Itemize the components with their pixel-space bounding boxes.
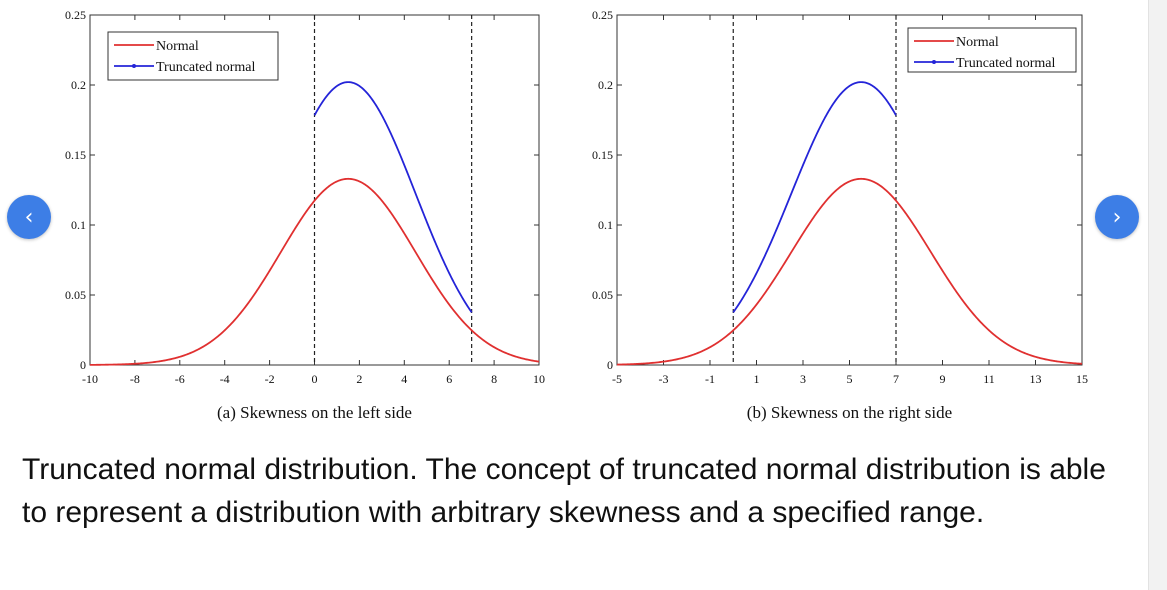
legend: Normal Truncated normal — [107, 31, 279, 81]
x-tick-label: 9 — [940, 372, 946, 386]
chevron-right-icon: › — [1112, 204, 1122, 230]
x-tick-label: 2 — [356, 372, 362, 386]
legend-label: Normal — [156, 39, 199, 54]
y-tick-label: 0 — [607, 358, 613, 372]
panel-caption: (a) Skewness on the left side — [217, 403, 412, 422]
chart-panel-1: -10 -8 -6 -4 -2 0 2 4 6 8 10 0 0.05 0.1 0.15 0.2 0.25 Nor… — [65, 8, 545, 422]
legend-label: Truncated normal — [956, 56, 1056, 71]
x-tick-label: 8 — [491, 372, 497, 386]
legend-label: Normal — [956, 35, 999, 50]
x-tick-label: 11 — [983, 372, 995, 386]
y-tick-label: 0.1 — [598, 218, 613, 232]
x-tick-label: 13 — [1030, 372, 1042, 386]
y-tick-label: 0.1 — [71, 218, 86, 232]
x-tick-label: 6 — [446, 372, 452, 386]
y-tick-label: 0.15 — [65, 148, 86, 162]
chart-panel-2: -5 -3 -1 1 3 5 7 9 11 13 1500.050.10.150.20.25Norm… — [592, 8, 1088, 422]
chart-figure: -10 -8 -6 -4 -2 0 2 4 6 8 1000.050.10.150.20.25Nor… — [65, 8, 1088, 422]
y-tick-label: 0.05 — [65, 288, 86, 302]
x-tick-label: -8 — [130, 372, 140, 386]
x-tick-label: -2 — [265, 372, 275, 386]
y-tick-label: 0.25 — [65, 8, 86, 22]
x-tick-label: 4 — [401, 372, 407, 386]
legend-box — [107, 31, 279, 81]
legend-marker — [932, 60, 936, 64]
x-tick-label: -1 — [705, 372, 715, 386]
y-tick-label: 0 — [80, 358, 86, 372]
x-tick-label: 0 — [312, 372, 318, 386]
x-tick-label: 5 — [847, 372, 853, 386]
x-tick-label: -3 — [659, 372, 669, 386]
series-line-normal — [616, 177, 1083, 366]
figure-caption: Truncated normal distribution. The conce… — [22, 453, 1106, 529]
series-line-truncated-normal — [732, 81, 897, 313]
legend-box — [907, 27, 1077, 73]
x-tick-label: 3 — [800, 372, 806, 386]
y-tick-label: 0.05 — [592, 288, 613, 302]
y-tick-label: 0.2 — [71, 78, 86, 92]
y-tick-label: 0.25 — [592, 8, 613, 22]
x-tick-label: 10 — [533, 372, 545, 386]
legend: Normal Truncated normal — [907, 27, 1077, 73]
legend-label: Truncated normal — [156, 60, 256, 75]
x-tick-label: -5 — [612, 372, 622, 386]
scrollbar-track[interactable] — [1148, 0, 1167, 590]
figure: -10 -8 -6 -4 -2 0 2 4 6 8 10 0 0.05 0.1 0.15 0.2 0.25 Nor… — [65, 8, 1088, 422]
legend-marker — [132, 64, 136, 68]
x-tick-label: -6 — [175, 372, 185, 386]
next-slide-button[interactable]: › — [1095, 195, 1139, 239]
chevron-left-icon: ‹ — [24, 204, 34, 230]
series-line-truncated-normal — [313, 81, 473, 313]
y-tick-label: 0.2 — [598, 78, 613, 92]
panel-caption: (b) Skewness on the right side — [747, 403, 952, 422]
x-tick-label: 7 — [893, 372, 899, 386]
series-line-normal — [89, 177, 540, 366]
x-tick-label: -10 — [82, 372, 98, 386]
previous-slide-button[interactable]: ‹ — [7, 195, 51, 239]
x-tick-label: -4 — [220, 372, 230, 386]
x-tick-label: 15 — [1076, 372, 1088, 386]
x-tick-label: 1 — [754, 372, 760, 386]
y-tick-label: 0.15 — [592, 148, 613, 162]
